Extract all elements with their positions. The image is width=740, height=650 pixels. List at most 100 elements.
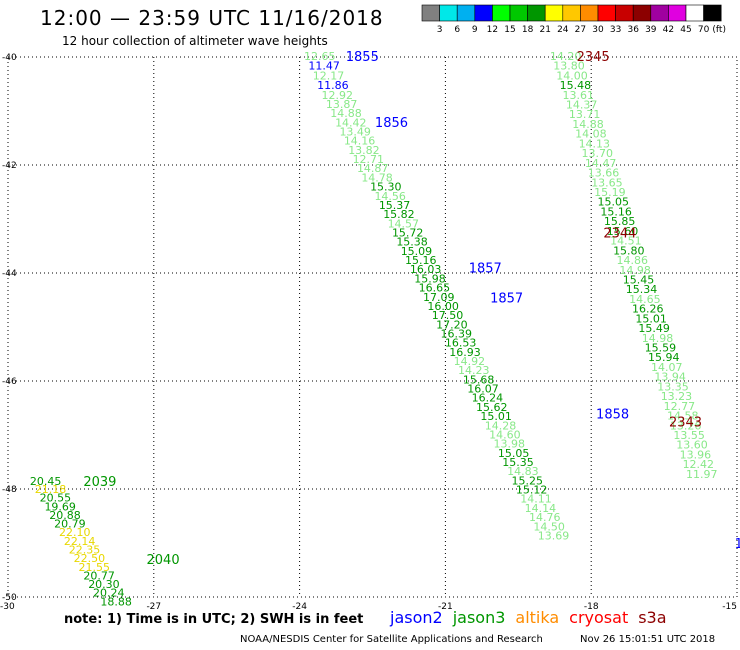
wave-height-label: 15.94 xyxy=(648,351,680,364)
wave-height-label: 22.14 xyxy=(64,535,96,548)
wave-height-label: 15.05 xyxy=(498,447,530,460)
wave-height-label: 17.50 xyxy=(432,309,464,322)
time-stamp-label: 2343 xyxy=(669,416,702,431)
wave-height-label: 22.10 xyxy=(59,526,91,539)
legend-entry-cryosat: cryosat xyxy=(569,608,629,627)
wave-height-label: 14.87 xyxy=(357,162,389,175)
wave-height-label: 14.11 xyxy=(520,493,552,506)
time-stamp-label: 2040 xyxy=(147,553,180,568)
colorbar-tick-label: 30 xyxy=(592,25,604,35)
legend-entry-altika: altika xyxy=(515,608,560,627)
wave-height-label: 13.94 xyxy=(654,371,686,384)
wave-height-label: 14.60 xyxy=(489,428,521,441)
wave-height-label: 13.55 xyxy=(673,429,705,442)
wave-height-label: 16.26 xyxy=(632,303,664,316)
chart-subtitle: 12 hour collection of altimeter wave hei… xyxy=(62,34,328,48)
wave-height-label: 15.38 xyxy=(396,236,428,249)
x-tick-label: -27 xyxy=(146,602,161,612)
time-stamp-label: 1857 xyxy=(490,291,523,306)
wave-height-label: 13.23 xyxy=(661,390,693,403)
wave-height-label: 20.88 xyxy=(49,509,80,522)
legend-entry-s3a: s3a xyxy=(638,608,667,627)
time-stamp-label: 2039 xyxy=(83,475,116,490)
x-tick-label: -18 xyxy=(584,602,599,612)
wave-height-label: 14.88 xyxy=(330,107,362,120)
wave-height-label: 13.26 xyxy=(670,419,702,432)
time-stamp-label: 1857 xyxy=(469,262,502,277)
wave-height-label: 14.47 xyxy=(585,157,617,170)
wave-height-label: 14.42 xyxy=(335,116,367,129)
wave-height-label: 14.13 xyxy=(579,137,611,150)
wave-height-label: 14.92 xyxy=(454,355,486,368)
colorbar-tick-label: 3 xyxy=(437,25,443,35)
wave-height-label: 12.42 xyxy=(683,458,715,471)
wave-height-label: 13.82 xyxy=(348,144,380,157)
wave-height-label: 13.70 xyxy=(581,147,613,160)
wave-height-label: 16.93 xyxy=(449,346,481,359)
colorbar-tick-label: 15 xyxy=(504,25,515,35)
wave-height-label: 15.49 xyxy=(638,322,670,335)
wave-height-label: 12.17 xyxy=(313,69,345,82)
wave-height-label: 14.16 xyxy=(344,135,376,148)
colorbar-tick-label: 36 xyxy=(627,25,639,35)
chart-title: 12:00 — 23:59 UTC 11/16/2018 xyxy=(40,6,384,30)
wave-height-label: 14.98 xyxy=(619,264,651,277)
wave-height-label: 14.50 xyxy=(533,520,565,533)
y-tick-label: -44 xyxy=(2,269,17,279)
wave-height-label: 15.72 xyxy=(392,227,424,240)
wave-height-label: 14.08 xyxy=(575,128,607,141)
wave-height-label: 17.09 xyxy=(423,291,455,304)
wave-height-label: 16.03 xyxy=(410,263,442,276)
satellite-legend: jason2 jason3 altika cryosat s3a xyxy=(390,608,677,627)
wave-height-label: 14.88 xyxy=(572,118,604,131)
wave-height-label: 14.98 xyxy=(642,332,674,345)
note-text: note: 1) Time is in UTC; 2) SWH is in fe… xyxy=(64,612,364,627)
wave-height-label: 20.79 xyxy=(54,518,86,531)
wave-height-label: 15.25 xyxy=(511,474,542,487)
time-stamp-label: 18 xyxy=(735,537,740,552)
wave-height-label: 11.86 xyxy=(317,79,349,92)
wave-height-label: 12.71 xyxy=(353,153,385,166)
wave-height-label: 16.39 xyxy=(441,327,473,340)
wave-height-label: 11.47 xyxy=(308,60,340,73)
wave-height-label: 14.76 xyxy=(529,511,561,524)
wave-height-label: 12.65 xyxy=(304,50,336,63)
wave-height-label: 19.69 xyxy=(44,500,75,513)
wave-height-label: 15.01 xyxy=(480,410,512,423)
colorbar-tick-label: 39 xyxy=(645,25,657,35)
wave-height-label: 14.78 xyxy=(361,171,393,184)
wave-height-label: 16.07 xyxy=(467,383,499,396)
wave-height-label: 14.57 xyxy=(388,217,420,230)
wave-height-label: 12.77 xyxy=(664,400,696,413)
wave-height-label: 16.00 xyxy=(427,300,459,313)
wave-height-label: 14.28 xyxy=(485,419,517,432)
wave-height-label: 15.34 xyxy=(626,283,658,296)
wave-height-label: 14.58 xyxy=(667,410,699,423)
wave-height-label: 20.24 xyxy=(93,587,125,600)
wave-height-label: 15.60 xyxy=(607,225,639,238)
wave-height-label: 15.16 xyxy=(405,254,437,267)
wave-height-label: 13.49 xyxy=(339,126,371,139)
time-stamp-label: 1858 xyxy=(596,407,629,422)
x-tick-label: -30 xyxy=(0,602,15,612)
wave-height-label: 13.80 xyxy=(553,60,585,73)
wave-height-label: 21.18 xyxy=(35,483,66,496)
colorbar-tick-label: 33 xyxy=(610,25,621,35)
wave-height-label: 13.35 xyxy=(657,380,689,393)
wave-height-label: 15.85 xyxy=(604,215,636,228)
wave-height-label: 14.83 xyxy=(507,465,539,478)
wave-height-label: 20.45 xyxy=(30,475,62,488)
time-stamp-label: 1855 xyxy=(346,50,379,65)
x-tick-label: -21 xyxy=(438,602,453,612)
wave-height-label: 12.92 xyxy=(321,89,353,102)
wave-height-label: 15.19 xyxy=(594,186,626,199)
wave-height-label: 13.66 xyxy=(588,167,620,180)
wave-height-label: 14.56 xyxy=(374,190,406,203)
wave-height-label: 13.61 xyxy=(563,89,595,102)
time-stamp-label: 1856 xyxy=(375,116,408,131)
wave-height-label: 13.65 xyxy=(591,176,623,189)
wave-height-label: 13.60 xyxy=(676,439,708,452)
y-tick-label: -50 xyxy=(2,593,17,603)
wave-height-label: 14.51 xyxy=(610,235,642,248)
